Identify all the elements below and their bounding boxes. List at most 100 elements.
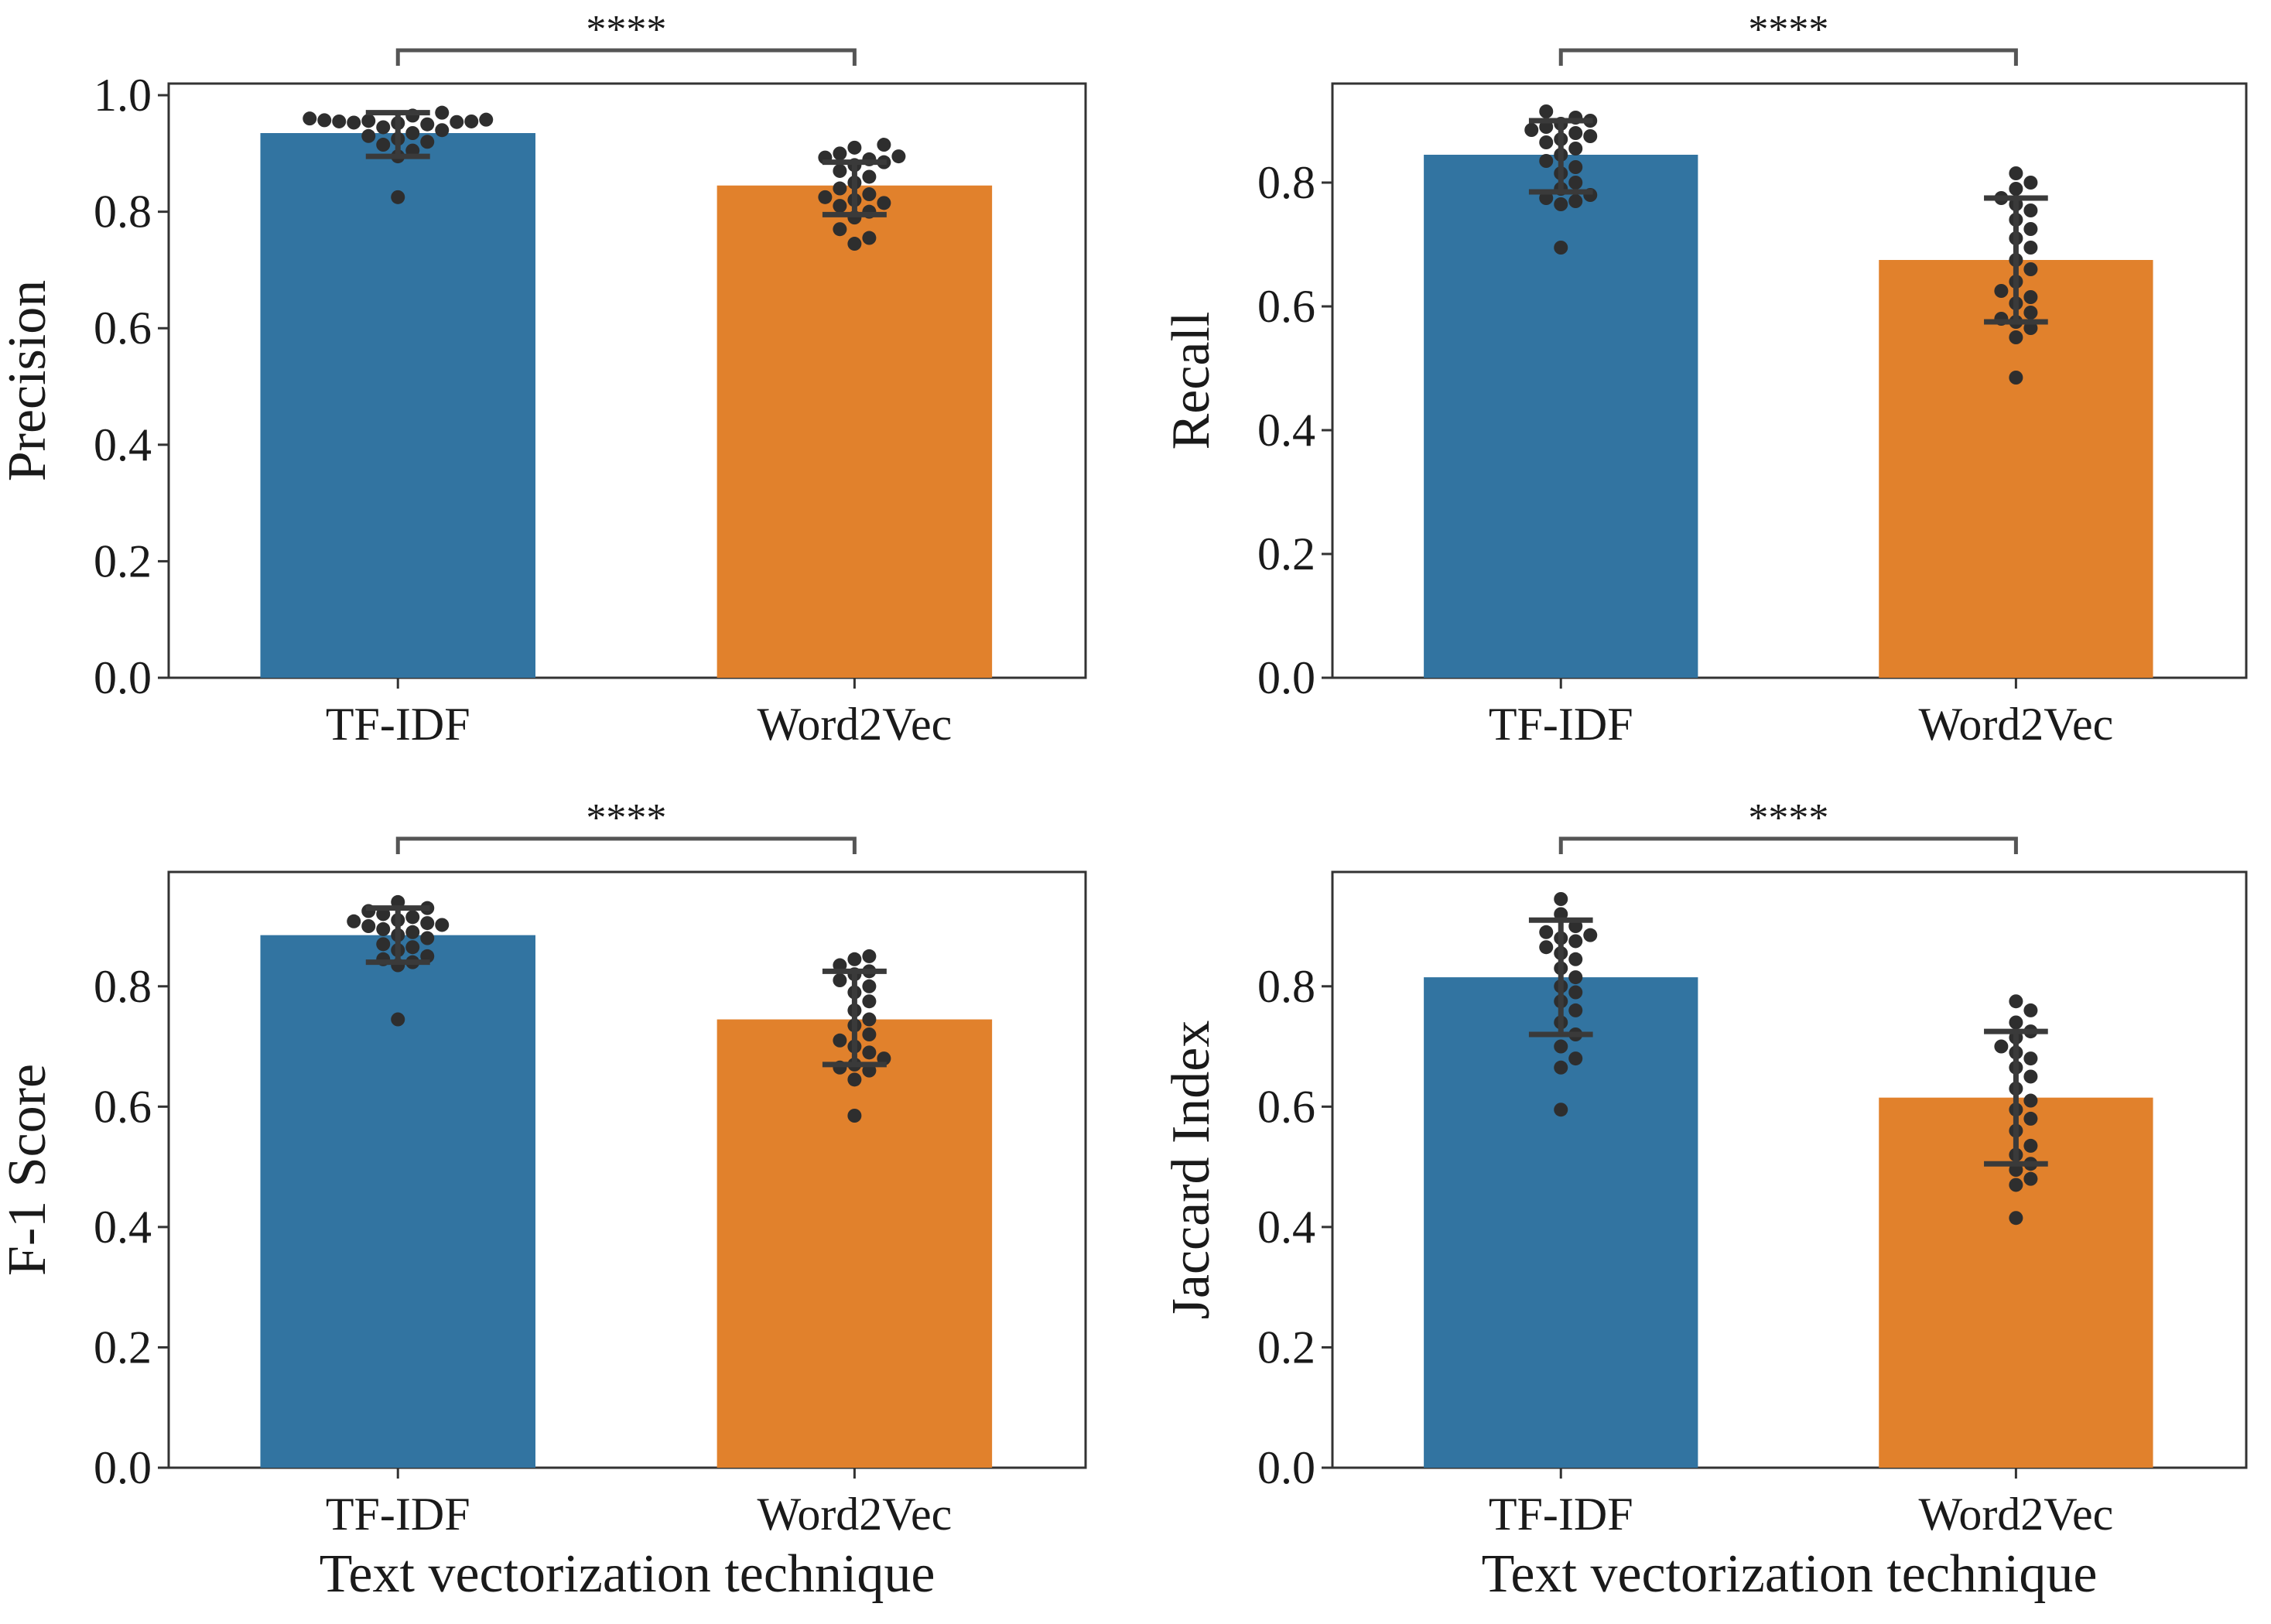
- data-point: [347, 115, 361, 130]
- data-point: [420, 916, 435, 931]
- data-point: [862, 1045, 877, 1060]
- plot-frame: [1331, 82, 2248, 679]
- data-point: [1568, 160, 1583, 174]
- data-point: [847, 952, 862, 966]
- data-point: [376, 120, 391, 135]
- data-point: [1583, 928, 1598, 942]
- y-tick-label: 0.4: [1257, 1202, 1315, 1253]
- data-point: [2023, 1171, 2038, 1186]
- x-tick-label: TF-IDF: [326, 699, 470, 750]
- x-tick-label: TF-IDF: [1489, 1489, 1633, 1540]
- y-axis-title: Precision: [0, 280, 57, 482]
- data-point: [1524, 123, 1539, 137]
- data-point: [862, 231, 877, 245]
- data-point: [1568, 934, 1583, 949]
- bar-tf-idf: [260, 133, 535, 678]
- data-point: [303, 111, 317, 126]
- data-point: [833, 146, 847, 161]
- x-axis-title: Text vectorization technique: [1482, 1544, 2098, 1604]
- y-tick-label: 0.4: [94, 419, 152, 470]
- data-point: [1568, 176, 1583, 190]
- data-point: [1539, 940, 1554, 955]
- data-point: [2009, 182, 2023, 196]
- data-point: [435, 918, 450, 932]
- significance-bracket: [395, 836, 857, 854]
- y-tick-label: 0.4: [1257, 405, 1315, 456]
- y-tick-label: 1.0: [94, 70, 152, 121]
- y-tick-label: 0.8: [94, 186, 152, 238]
- data-point: [450, 115, 464, 129]
- data-point: [361, 919, 376, 933]
- data-point: [1539, 135, 1554, 149]
- data-point: [376, 138, 391, 152]
- data-point: [1583, 129, 1598, 143]
- x-tick-label: Word2Vec: [758, 1489, 953, 1540]
- x-axis-title: Text vectorization technique: [320, 1544, 935, 1604]
- y-tick-label: 0.6: [1257, 281, 1315, 332]
- data-point: [2023, 1003, 2038, 1017]
- data-point: [1568, 970, 1583, 985]
- data-point: [2023, 290, 2038, 304]
- data-point: [1554, 1060, 1568, 1075]
- data-point: [1539, 154, 1554, 168]
- data-point: [1568, 142, 1583, 156]
- data-point: [317, 113, 332, 128]
- data-point: [818, 190, 833, 204]
- data-point: [1994, 1039, 2009, 1054]
- data-point: [420, 931, 435, 945]
- data-point: [862, 979, 877, 993]
- x-tick-label: Word2Vec: [1919, 1489, 2114, 1540]
- data-point: [833, 181, 847, 196]
- significance-bracket: [1558, 836, 2018, 854]
- data-point: [405, 940, 420, 955]
- x-tick-label: TF-IDF: [1489, 699, 1633, 750]
- data-point: [2009, 994, 2023, 1009]
- data-point: [862, 1027, 877, 1041]
- x-tick-label: Word2Vec: [1919, 699, 2114, 750]
- bar-word2vec: [1879, 260, 2153, 678]
- data-point: [391, 1012, 405, 1027]
- data-point: [1539, 104, 1554, 118]
- panel-top-right: 0.0 0.2 0.4 0.6 0.8 TF-IDF Word2Vec **** Recall: [1161, 8, 2248, 750]
- data-point: [833, 222, 847, 237]
- data-point: [1539, 925, 1554, 939]
- data-point: [2009, 330, 2023, 344]
- panel-bottom-left: 0.0 0.2 0.4 0.6 0.8 TF-IDF Word2Vec **** F-1 Sco…: [0, 796, 1087, 1604]
- y-tick-label: 0.0: [94, 1442, 152, 1493]
- data-point: [847, 1109, 862, 1123]
- y-tick-label: 0.8: [1257, 961, 1315, 1012]
- data-point: [833, 163, 847, 178]
- data-point: [2023, 1069, 2038, 1084]
- y-axis-title: F-1 Score: [0, 1064, 57, 1276]
- panel-top-left: 0.0 0.2 0.4 0.6 0.8 1.0 TF-IDF Word2Vec **** Prec…: [0, 8, 1087, 750]
- data-point: [847, 237, 862, 251]
- bar-tf-idf: [1424, 155, 1698, 678]
- data-point: [1568, 952, 1583, 966]
- data-point: [1554, 892, 1568, 906]
- data-point: [435, 105, 450, 120]
- significance-bracket: [395, 48, 857, 66]
- y-tick-label: 0.4: [94, 1202, 152, 1253]
- data-point: [332, 114, 347, 128]
- y-tick-label: 0.2: [1257, 1321, 1315, 1373]
- y-tick-label: 0.2: [94, 535, 152, 586]
- y-axis-title: Jaccard Index: [1161, 1021, 1221, 1320]
- significance-label: ****: [1748, 796, 1828, 840]
- data-point: [347, 914, 361, 928]
- y-tick-label: 0.6: [1257, 1081, 1315, 1132]
- y-tick-label: 0.8: [94, 961, 152, 1012]
- y-tick-label: 0.0: [1257, 1442, 1315, 1493]
- data-point: [405, 126, 420, 140]
- panel-bottom-right: 0.0 0.2 0.4 0.6 0.8 TF-IDF Word2Vec **** Jaccard…: [1161, 796, 2248, 1604]
- data-point: [420, 135, 435, 149]
- data-point: [361, 114, 376, 128]
- data-point: [479, 112, 494, 127]
- data-point: [2009, 166, 2023, 180]
- data-point: [877, 196, 891, 210]
- data-point: [862, 169, 877, 184]
- data-point: [1568, 985, 1583, 1000]
- data-point: [1554, 1103, 1568, 1117]
- data-point: [361, 128, 376, 143]
- bar-word2vec: [717, 1019, 993, 1468]
